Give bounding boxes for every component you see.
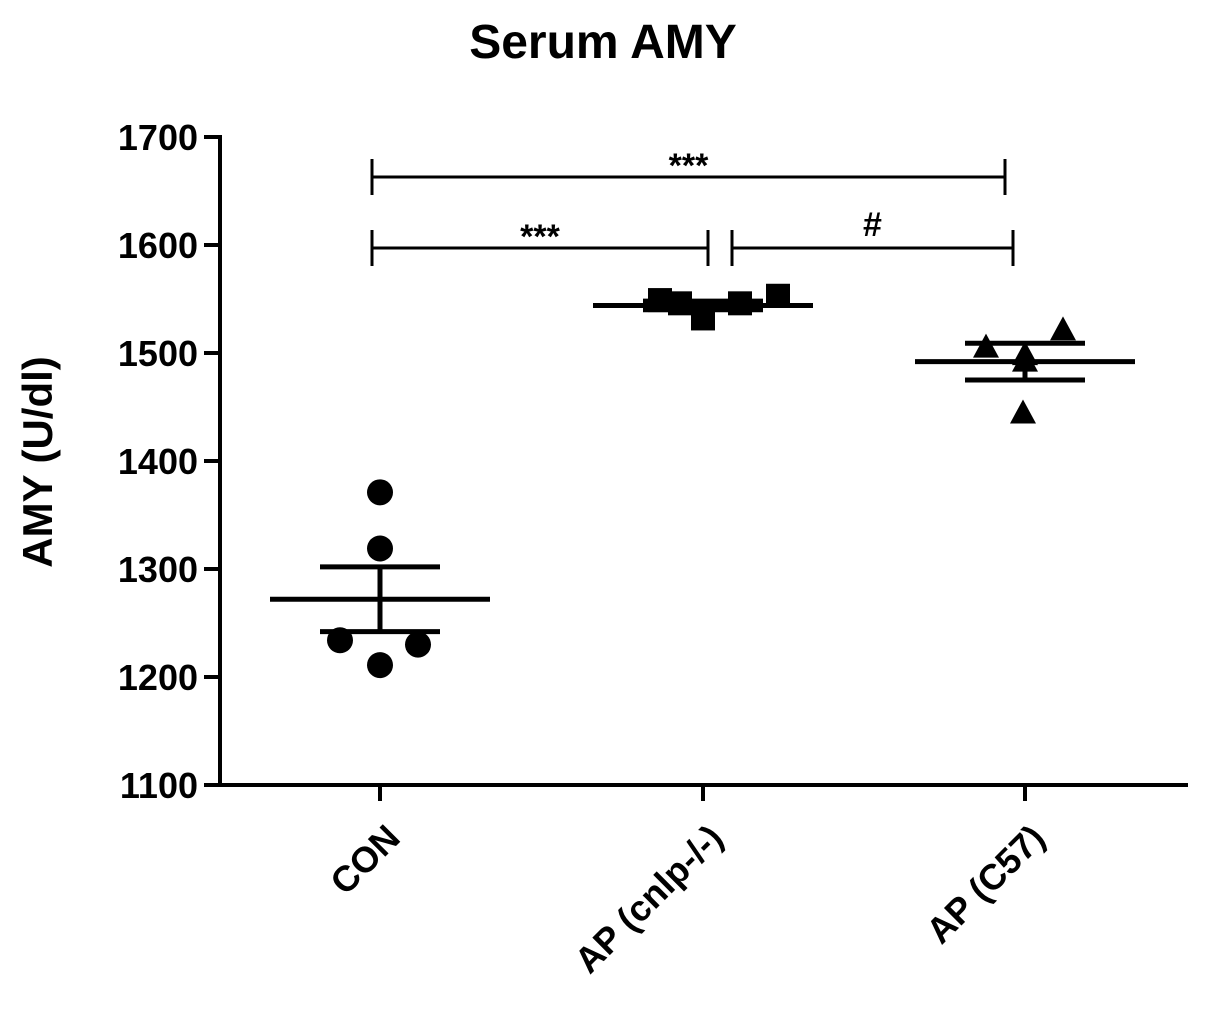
x-tick-label: CON (322, 817, 408, 903)
data-point (367, 479, 393, 506)
significance-label: # (863, 206, 882, 244)
y-axis-label: AMY (U/dl) (14, 356, 61, 568)
x-tick-label: AP (C57) (918, 817, 1053, 952)
y-tick-label: 1300 (118, 549, 198, 590)
y-tick-label: 1100 (120, 765, 198, 806)
x-tick-label: AP (cnlp-/-) (566, 817, 730, 981)
y-tick-label: 1500 (118, 333, 198, 374)
y-tick-label: 1400 (118, 441, 198, 482)
y-tick-label: 1200 (118, 657, 198, 698)
data-point (405, 631, 431, 658)
y-tick-label: 1600 (118, 225, 198, 266)
significance-label: *** (669, 147, 709, 185)
y-tick-label: 1700 (118, 117, 198, 158)
chart-title: Serum AMY (469, 16, 737, 69)
significance-label: *** (520, 218, 560, 256)
data-point (367, 652, 393, 679)
data-point (367, 535, 393, 562)
data-point (1050, 316, 1076, 341)
data-point (1010, 399, 1036, 424)
